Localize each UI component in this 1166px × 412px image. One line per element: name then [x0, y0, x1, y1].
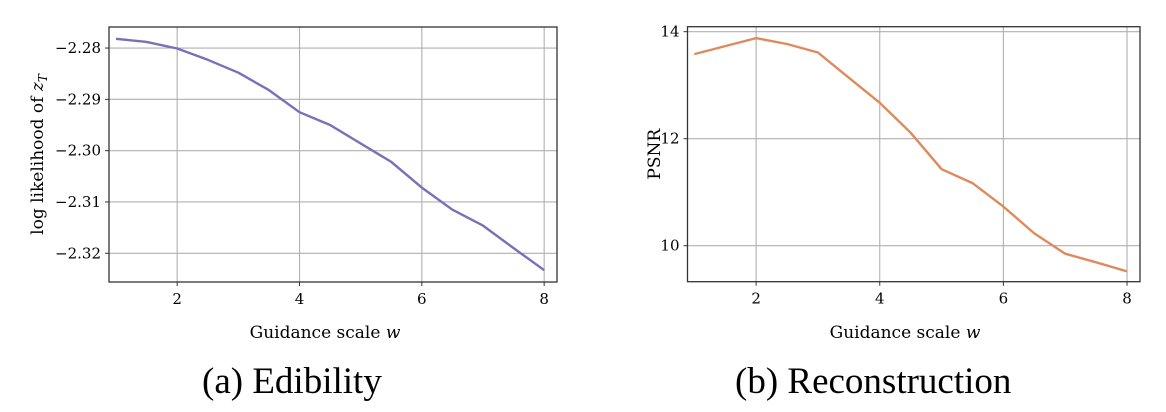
y-tick-label: −2.30	[55, 142, 101, 160]
y-tick-label: −2.29	[55, 90, 101, 108]
data-line	[693, 36, 1128, 273]
x-tick-label: 8	[539, 290, 549, 308]
y-tick-label: 10	[660, 237, 679, 255]
x-tick-label: 2	[751, 290, 761, 308]
y-tick-label: 12	[660, 130, 679, 148]
chart-edibility: 2 4 6 8 −2.28 −2.29 −2.30 −2.31 −2.32 Guidance sc…	[28, 26, 558, 343]
x-tick-label: 8	[1122, 290, 1132, 308]
y-tick-label: −2.31	[55, 193, 101, 211]
y-axis-label: log likelihood of zT	[28, 73, 50, 235]
x-tick-label: 2	[172, 290, 182, 308]
caption-edibility: (a) Edibility	[202, 361, 382, 402]
y-tick-label: −2.28	[55, 39, 101, 57]
y-axis-label: PSNR	[645, 128, 665, 180]
chart-reconstruction: 2 4 6 8 10 12 14 Guidance scale w PSNR	[645, 23, 1141, 343]
caption-reconstruction: (b) Reconstruction	[735, 361, 1012, 402]
axes-frame	[686, 26, 1141, 283]
x-tick-label: 4	[295, 290, 305, 308]
axes-frame	[108, 26, 558, 283]
y-tick-label: −2.32	[55, 244, 101, 262]
data-line	[115, 37, 545, 272]
y-tick-label: 14	[660, 23, 679, 41]
x-tick-label: 6	[999, 290, 1009, 308]
x-tick-label: 4	[875, 290, 885, 308]
x-axis-label: Guidance scale w	[250, 323, 401, 343]
x-tick-label: 6	[417, 290, 427, 308]
x-axis-label: Guidance scale w	[830, 323, 981, 343]
